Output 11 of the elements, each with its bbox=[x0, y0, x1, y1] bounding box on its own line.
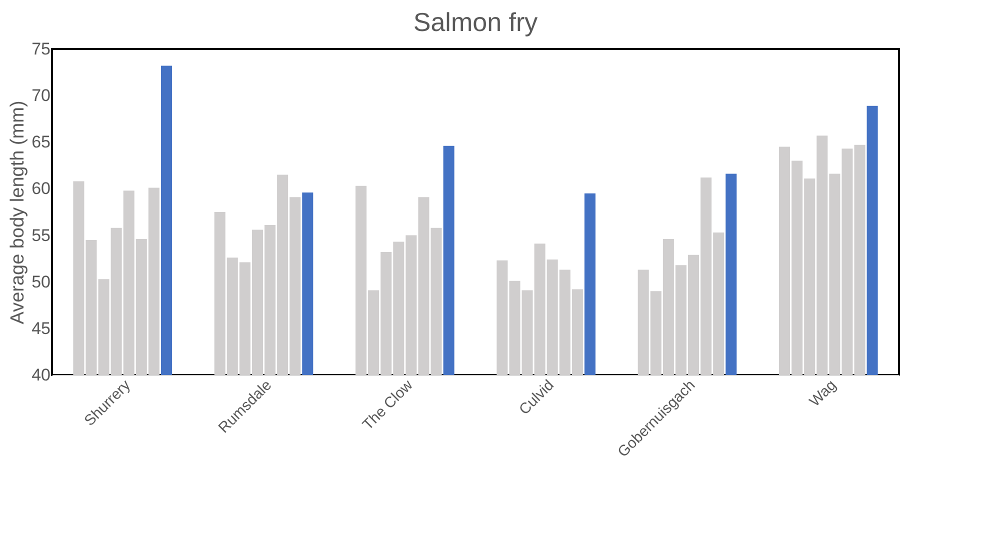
x-tick-label: Wag bbox=[806, 376, 840, 410]
y-axis-title: Average body length (mm) bbox=[8, 100, 29, 324]
y-tick-label: 60 bbox=[32, 179, 50, 198]
y-tick-label: 45 bbox=[32, 318, 50, 338]
chart-title: Salmon fry bbox=[413, 7, 538, 37]
y-tick-label: 40 bbox=[32, 366, 50, 384]
y-tick-label: 70 bbox=[32, 86, 50, 106]
y-tick-label: 75 bbox=[32, 40, 50, 58]
y-tick-label: 55 bbox=[32, 226, 50, 245]
y-tick-label: 50 bbox=[32, 272, 50, 292]
y-tick-label: 65 bbox=[32, 132, 50, 152]
